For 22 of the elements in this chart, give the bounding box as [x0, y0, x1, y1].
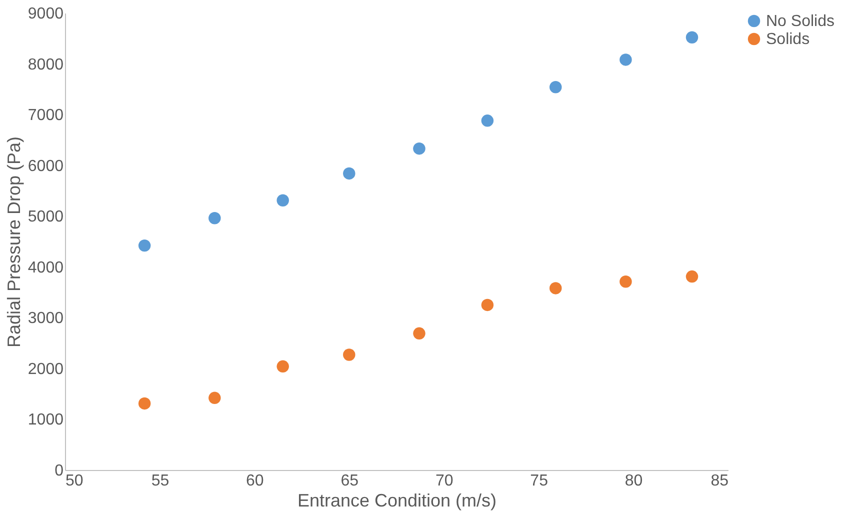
x-tick-label: 65 — [340, 472, 359, 490]
legend-label: No Solids — [766, 13, 834, 30]
y-tick-label: 7000 — [28, 107, 64, 124]
y-tick-label: 3000 — [28, 310, 64, 328]
y-tick-label: 9000 — [28, 6, 64, 22]
x-tick-label: 50 — [66, 472, 84, 490]
x-tick-label: 70 — [435, 472, 454, 490]
legend-label: Solids — [766, 31, 810, 48]
x-tick-label: 80 — [624, 472, 643, 490]
x-tick-label: 60 — [246, 472, 264, 490]
x-tick-label: 85 — [710, 472, 729, 490]
y-tick-label: 8000 — [28, 56, 64, 74]
y-tick-label: 4000 — [28, 259, 64, 276]
y-axis-title: Radial Pressure Drop (Pa) — [4, 136, 24, 348]
y-tick-label: 1000 — [28, 412, 64, 429]
x-axis-title: Entrance Condition (m/s) — [297, 490, 497, 510]
y-tick-label: 6000 — [28, 158, 64, 175]
x-tick-label: 55 — [151, 472, 170, 490]
x-tick-label: 75 — [530, 472, 548, 490]
y-tick-label: 2000 — [28, 360, 64, 378]
y-tick-label: 5000 — [28, 208, 64, 226]
y-tick-label: 0 — [54, 462, 64, 480]
